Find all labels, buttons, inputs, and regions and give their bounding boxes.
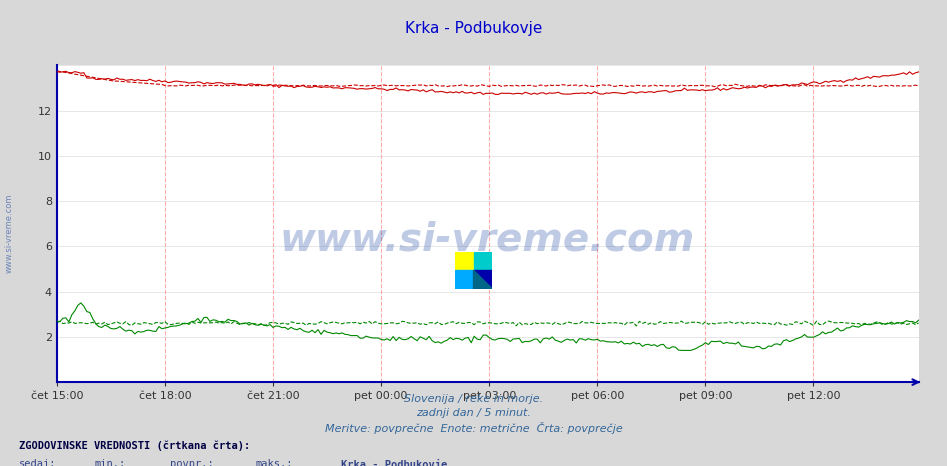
Text: ZGODOVINSKE VREDNOSTI (črtkana črta):: ZGODOVINSKE VREDNOSTI (črtkana črta): [19,440,250,451]
Text: zadnji dan / 5 minut.: zadnji dan / 5 minut. [416,408,531,418]
Text: min.:: min.: [95,459,126,466]
Text: maks.:: maks.: [256,459,294,466]
Text: povpr.:: povpr.: [170,459,214,466]
Text: sedaj:: sedaj: [19,459,57,466]
Text: Slovenija / reke in morje.: Slovenija / reke in morje. [404,394,543,404]
Text: Meritve: povprečne  Enote: metrične  Črta: povprečje: Meritve: povprečne Enote: metrične Črta:… [325,422,622,434]
Bar [474,252,492,270]
Text: Krka - Podbukovje: Krka - Podbukovje [341,459,447,466]
Text: www.si-vreme.com: www.si-vreme.com [280,220,695,259]
Bar [474,270,492,289]
Text: Krka - Podbukovje: Krka - Podbukovje [404,21,543,36]
Text: www.si-vreme.com: www.si-vreme.com [5,193,14,273]
Bar [455,270,474,289]
Bar [455,252,474,270]
Polygon shape [474,270,492,289]
